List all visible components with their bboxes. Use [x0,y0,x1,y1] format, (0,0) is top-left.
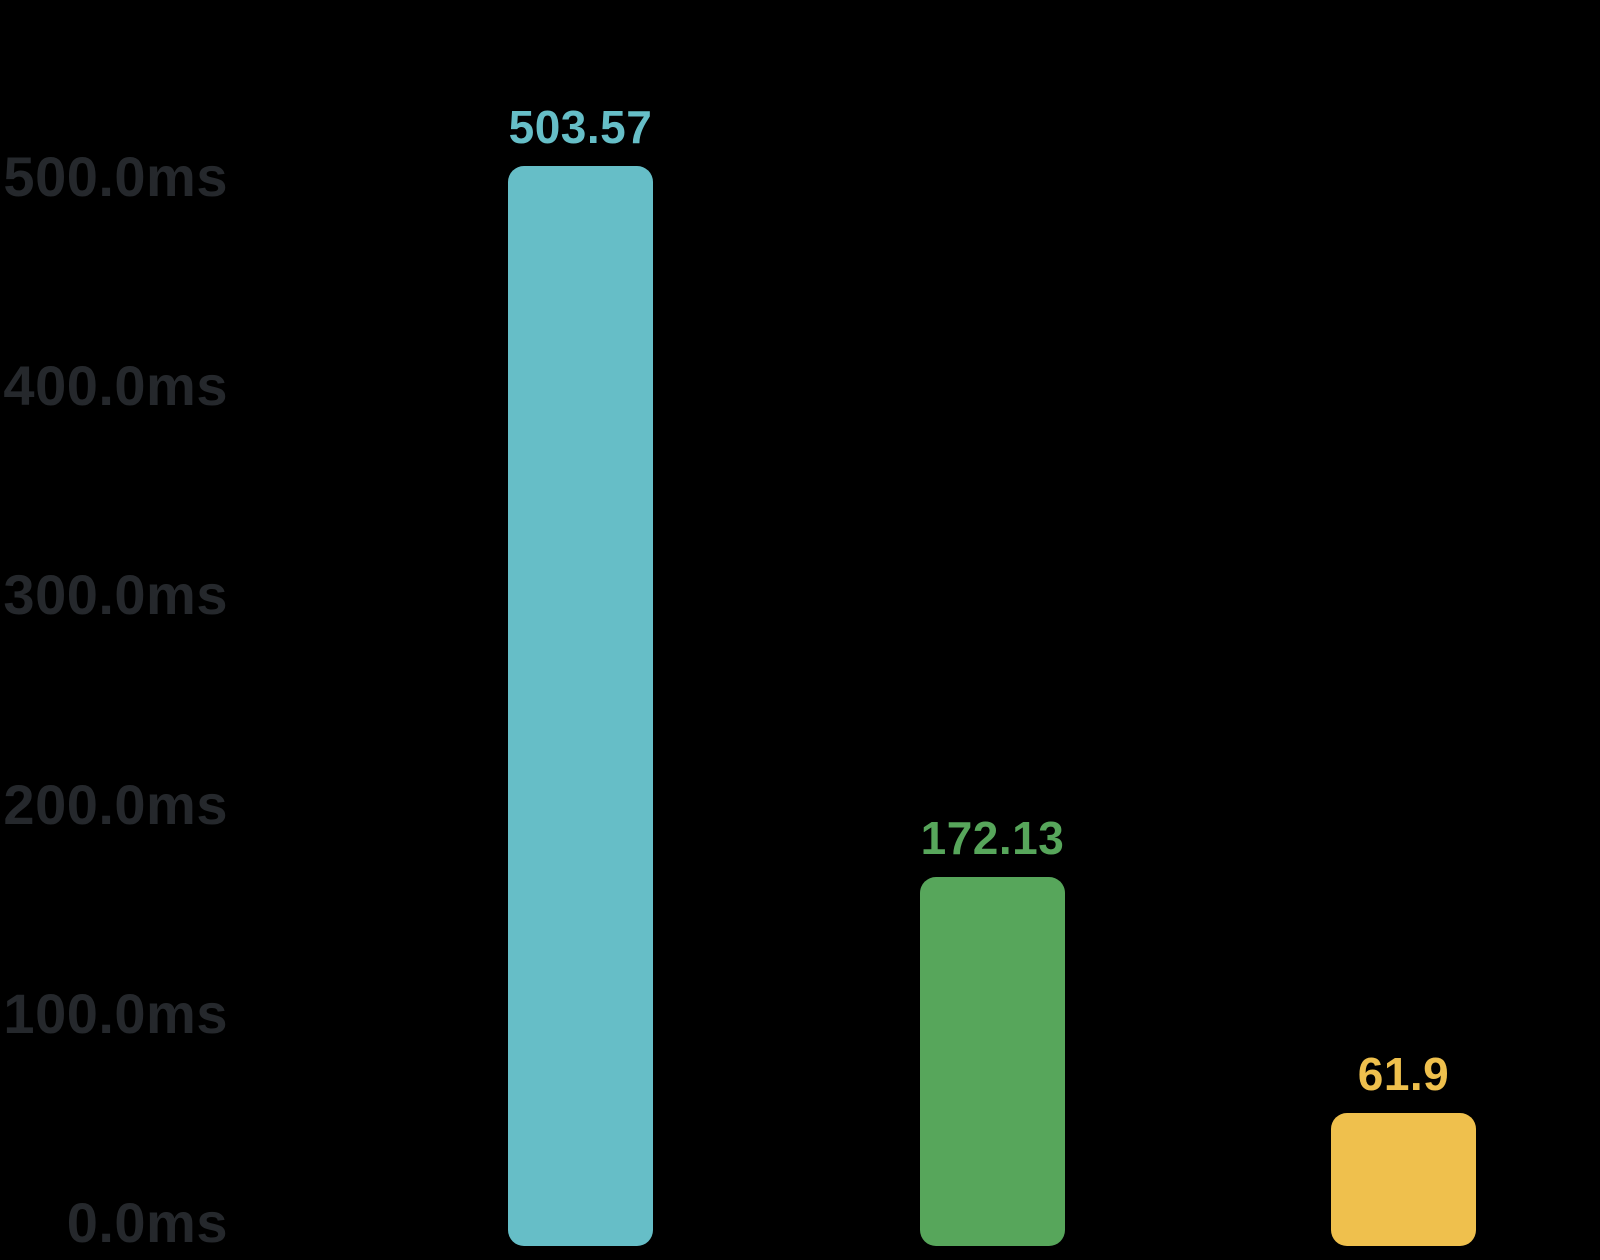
y-axis-tick-label: 0.0ms [66,1191,228,1254]
bar-value-label: 503.57 [508,101,653,153]
bar-group: 61.9 [1331,1051,1476,1246]
bar-group: 172.13 [920,815,1065,1246]
y-axis-tick-label: 200.0ms [3,773,228,836]
y-axis-tick-label: 300.0ms [3,563,228,626]
y-axis-tick-label: 400.0ms [3,354,228,417]
bar-value-label: 61.9 [1357,1048,1450,1100]
bar [508,166,653,1246]
bar [1331,1113,1476,1246]
y-axis-tick-label: 100.0ms [3,982,228,1045]
bar-value-label: 172.13 [920,812,1065,864]
bar-group: 503.57 [508,104,653,1246]
bar [920,877,1065,1246]
y-axis-tick-label: 500.0ms [3,145,228,208]
